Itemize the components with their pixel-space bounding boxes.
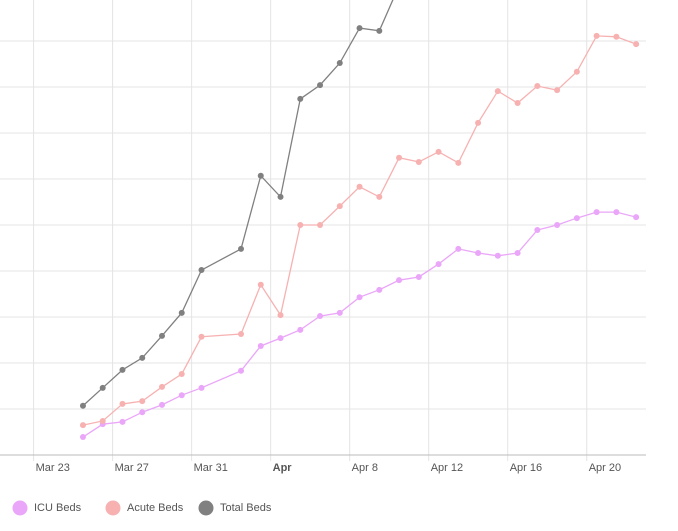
data-point: [633, 214, 640, 221]
data-point: [376, 27, 383, 34]
data-point: [178, 392, 185, 399]
data-point: [317, 82, 324, 89]
data-point: [119, 366, 126, 373]
data-point: [198, 267, 205, 274]
data-point: [79, 422, 86, 429]
legend: ICU Beds Acute Beds Total Beds: [12, 500, 272, 516]
data-point: [613, 209, 620, 216]
data-point: [257, 172, 264, 179]
data-point: [119, 400, 126, 407]
x-tick-label: Mar 31: [194, 462, 228, 474]
data-point: [593, 32, 600, 39]
data-point: [514, 250, 521, 257]
data-point: [435, 261, 442, 268]
legend-marker[interactable]: [12, 500, 28, 516]
data-point: [514, 100, 521, 107]
data-point: [336, 309, 343, 316]
x-tick-label: Mar 23: [36, 462, 70, 474]
data-point: [257, 281, 264, 288]
data-point: [238, 331, 245, 338]
data-point: [277, 193, 284, 200]
data-point: [593, 209, 600, 216]
data-point: [356, 183, 363, 190]
data-point: [356, 294, 363, 301]
legend-label[interactable]: ICU Beds: [34, 502, 82, 514]
data-point: [139, 409, 146, 416]
data-point: [336, 60, 343, 67]
series-line: [82, 211, 637, 438]
data-point: [158, 383, 165, 390]
data-point: [573, 68, 580, 75]
data-point: [297, 95, 304, 102]
x-tick-label: Apr 20: [589, 462, 621, 474]
data-point: [238, 245, 245, 252]
data-point: [475, 119, 482, 126]
data-point: [455, 245, 462, 252]
data-point: [297, 326, 304, 333]
x-tick-label: Apr 16: [510, 462, 542, 474]
data-point: [396, 277, 403, 284]
data-point: [534, 83, 541, 90]
data-point: [534, 227, 541, 234]
legend-marker[interactable]: [198, 500, 214, 516]
data-point: [415, 273, 422, 280]
data-point: [415, 158, 422, 165]
data-point: [554, 221, 561, 228]
data-point: [198, 333, 205, 340]
data-point: [356, 25, 363, 32]
x-axis: Mar 23 Mar 27 Mar 31 Apr Apr 8 Apr 12 Apr 16 Ap…: [0, 454, 646, 474]
data-point: [613, 33, 620, 40]
series-line: [82, 0, 394, 407]
data-point: [633, 41, 640, 48]
grid: [0, 0, 646, 461]
data-point: [99, 384, 106, 391]
data-point: [238, 367, 245, 374]
data-point: [376, 286, 383, 293]
data-point: [277, 335, 284, 342]
data-point: [554, 87, 561, 94]
data-point: [494, 88, 501, 95]
data-point: [79, 434, 86, 441]
data-point: [573, 215, 580, 222]
data-point: [475, 250, 482, 257]
data-point: [178, 309, 185, 316]
legend-label[interactable]: Acute Beds: [127, 502, 184, 514]
data-point: [139, 398, 146, 405]
data-point: [158, 401, 165, 408]
data-point: [435, 148, 442, 155]
data-point: [317, 221, 324, 228]
data-point: [119, 418, 126, 425]
data-point: [396, 154, 403, 161]
x-tick-label: Apr 12: [431, 462, 463, 474]
data-point: [317, 313, 324, 320]
x-tick-label: Apr: [273, 462, 293, 474]
data-point: [198, 384, 205, 391]
data-point: [277, 312, 284, 319]
legend-label[interactable]: Total Beds: [220, 502, 272, 514]
data-point: [455, 159, 462, 166]
data-point: [494, 252, 501, 259]
data-point: [336, 203, 343, 210]
data-point: [178, 371, 185, 378]
legend-marker[interactable]: [105, 500, 121, 516]
data-point: [158, 332, 165, 339]
data-point: [79, 402, 86, 409]
series-line: [82, 35, 637, 426]
data-point: [297, 221, 304, 228]
data-point: [139, 354, 146, 361]
data-point: [257, 342, 264, 349]
data-point: [99, 417, 106, 424]
x-tick-label: Mar 27: [115, 462, 149, 474]
plot-area: [79, 0, 640, 441]
x-tick-label: Apr 8: [352, 462, 378, 474]
data-point: [376, 193, 383, 200]
